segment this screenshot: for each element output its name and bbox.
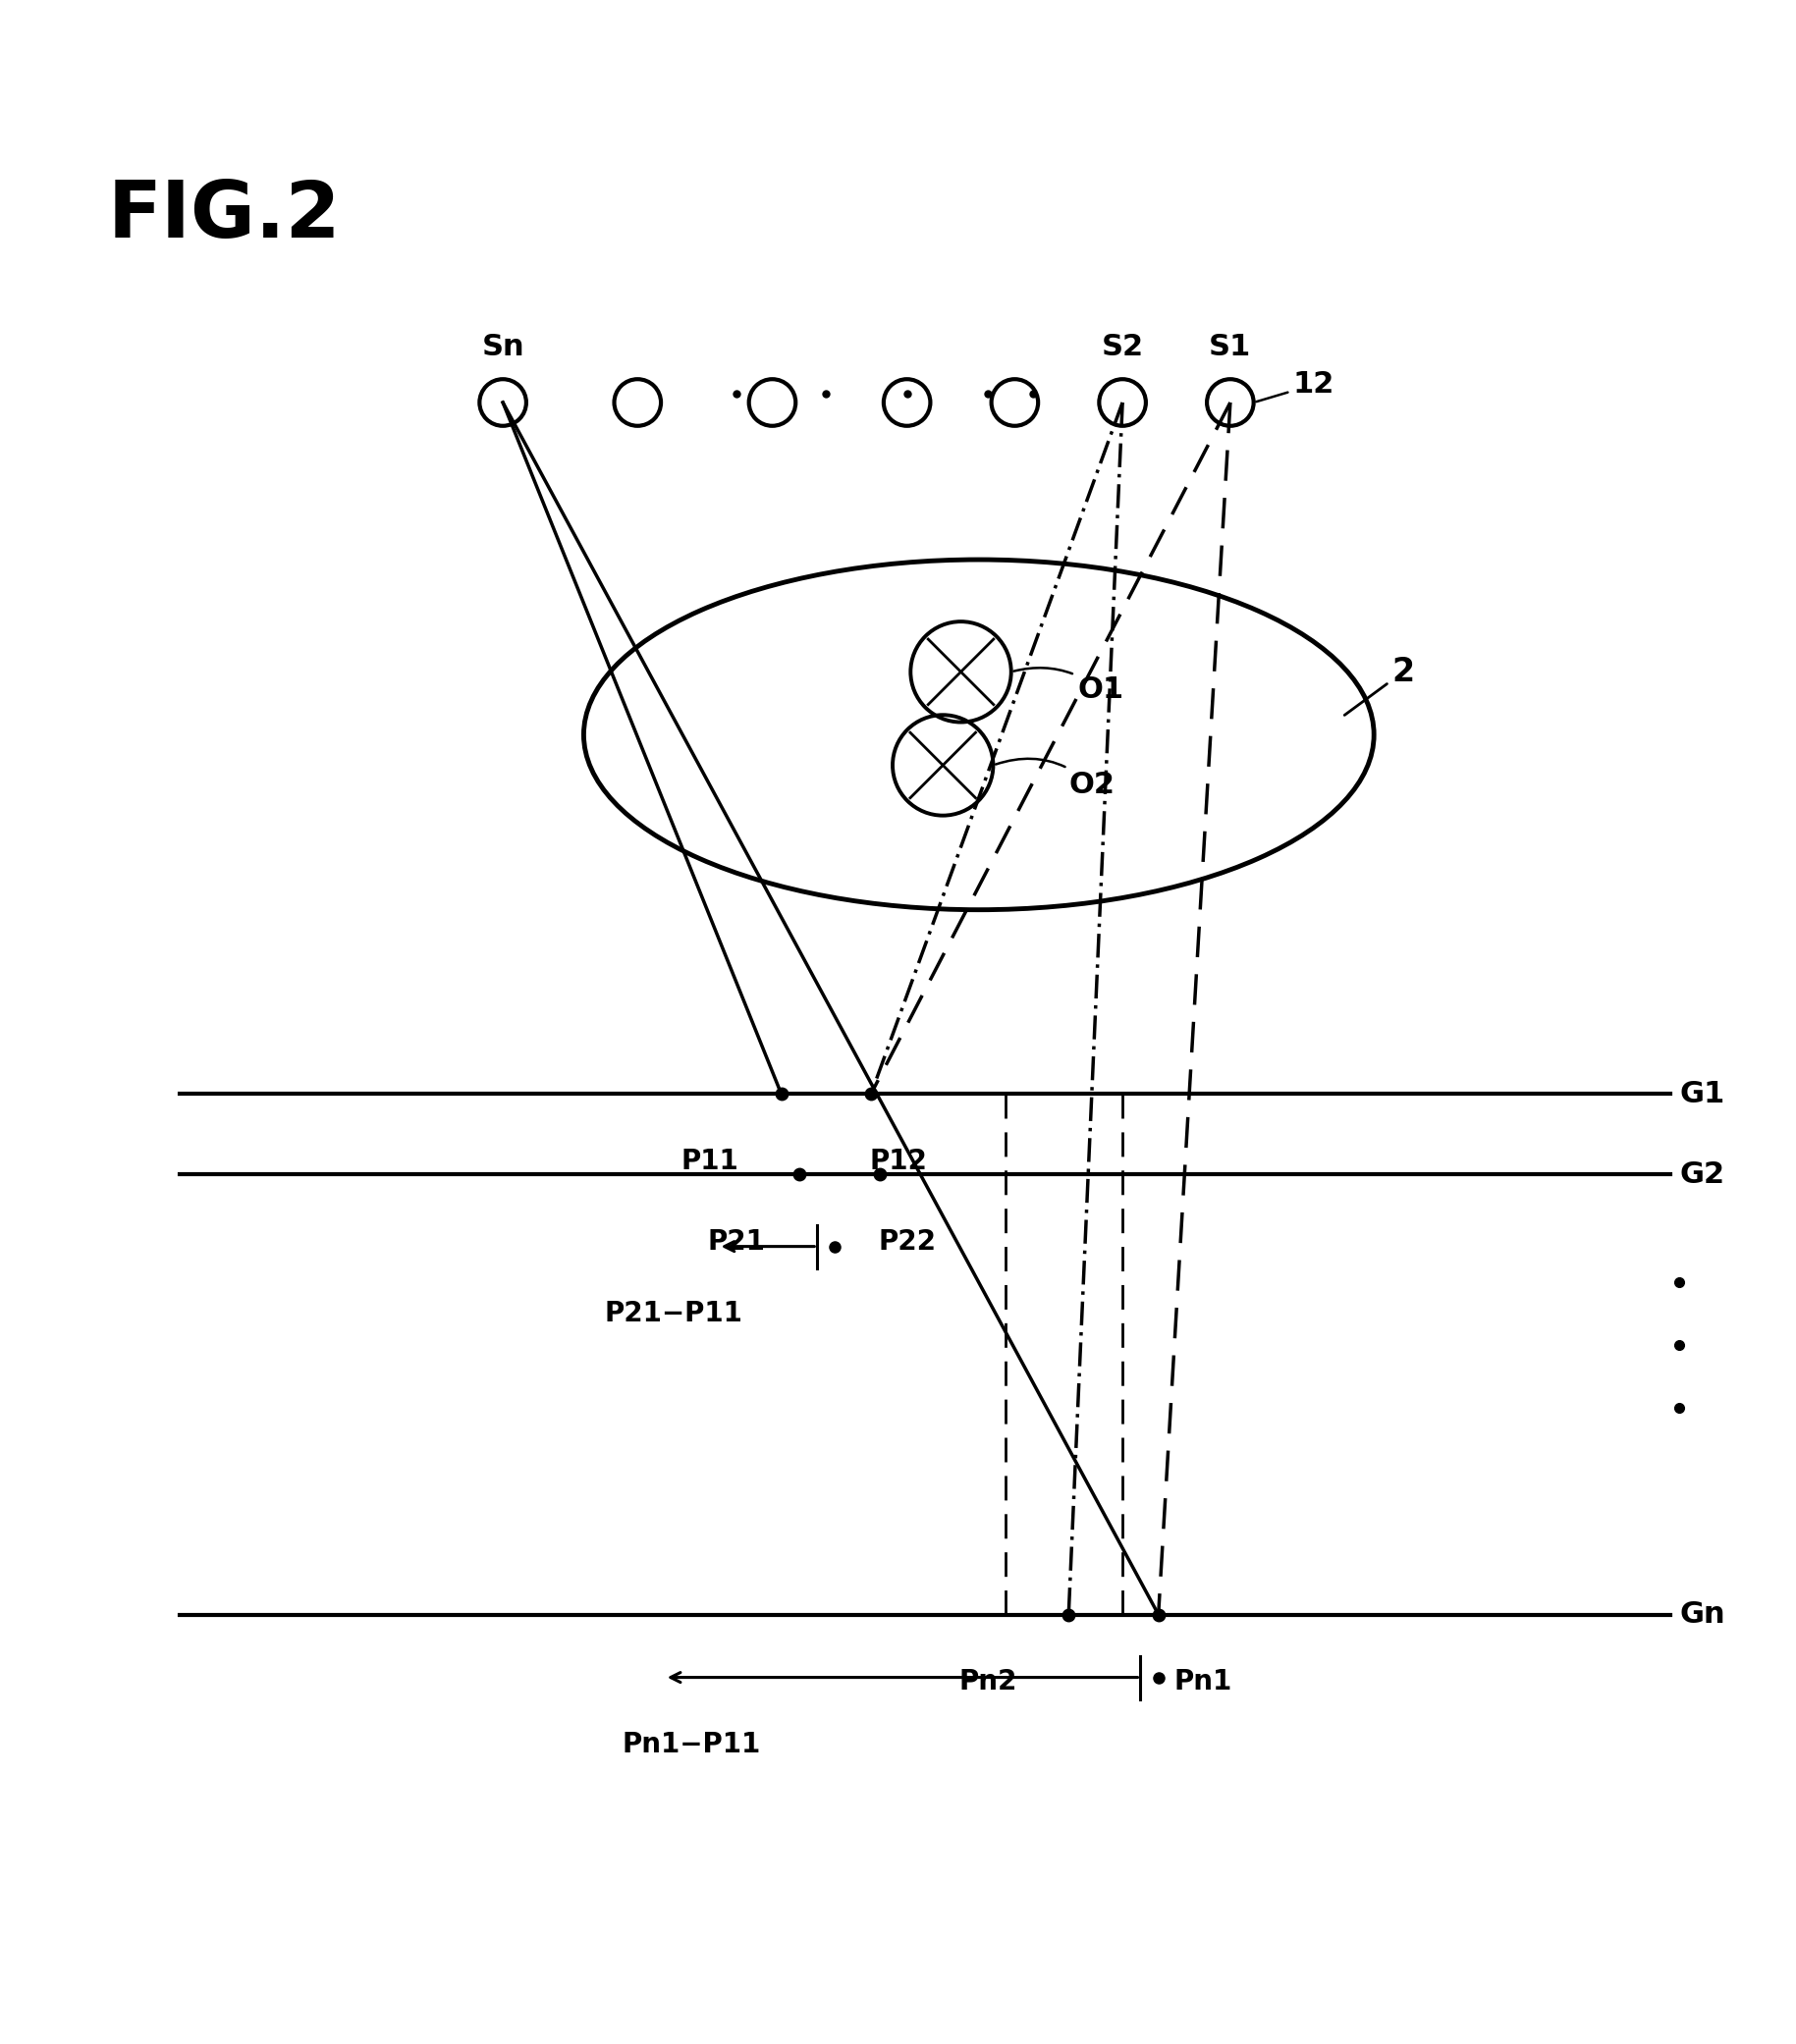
- Text: 12: 12: [1255, 370, 1334, 403]
- Text: Sn: Sn: [481, 333, 524, 362]
- Text: Pn1−P11: Pn1−P11: [621, 1731, 762, 1758]
- Text: O2: O2: [995, 758, 1115, 799]
- Text: FIG.2: FIG.2: [108, 178, 341, 256]
- Text: P21−P11: P21−P11: [603, 1300, 744, 1329]
- Text: 2: 2: [1345, 656, 1415, 715]
- Text: P21: P21: [708, 1228, 765, 1255]
- Text: S1: S1: [1209, 333, 1252, 362]
- Text: O1: O1: [1013, 668, 1124, 703]
- Text: G2: G2: [1679, 1161, 1724, 1190]
- Text: Pn2: Pn2: [959, 1668, 1017, 1697]
- Text: P22: P22: [878, 1228, 936, 1255]
- Text: Gn: Gn: [1679, 1600, 1724, 1629]
- Text: P11: P11: [681, 1147, 738, 1175]
- Text: G1: G1: [1679, 1079, 1724, 1108]
- Text: Pn1: Pn1: [1175, 1668, 1232, 1697]
- Text: S2: S2: [1101, 333, 1144, 362]
- Text: P12: P12: [869, 1147, 927, 1175]
